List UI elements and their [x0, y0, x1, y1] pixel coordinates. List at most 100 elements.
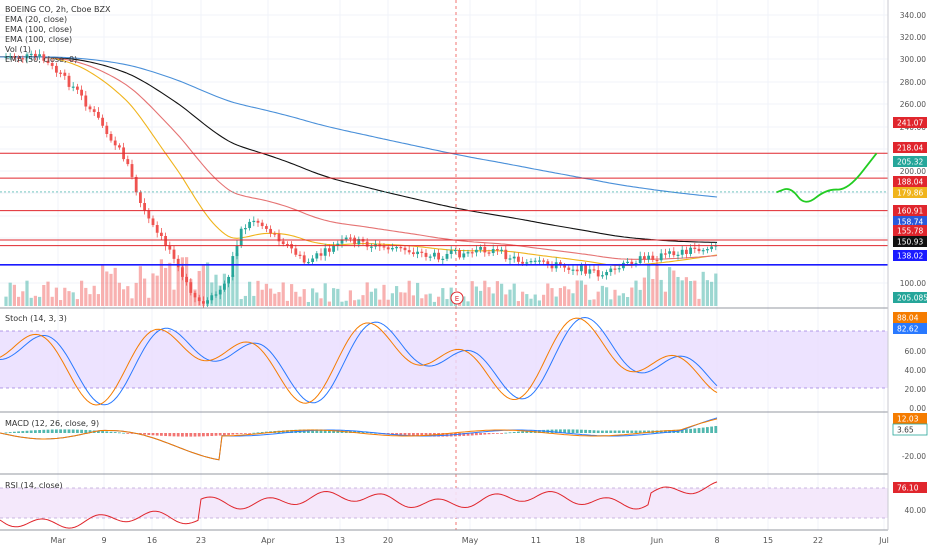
volume-bar [626, 296, 630, 306]
time-axis-tick: 23 [196, 536, 206, 545]
candle-body [693, 247, 697, 249]
macd-histogram-bar [689, 428, 692, 433]
projection-path[interactable] [776, 152, 878, 203]
candle-body [613, 268, 617, 270]
macd-title[interactable]: MACD (12, 26, close, 9) [5, 419, 100, 428]
macd-histogram-bar [311, 429, 314, 433]
macd-histogram-bar [223, 433, 226, 436]
indicator-badge-label: 12.03 [897, 415, 919, 424]
macd-histogram-bar [659, 430, 663, 433]
macd-histogram-bar [50, 429, 54, 433]
rsi-axis-tick: 40.00 [905, 506, 927, 515]
candle-body [567, 267, 571, 270]
macd-histogram-bar [286, 430, 289, 433]
candle-body [605, 272, 608, 276]
macd-histogram-bar [181, 433, 184, 437]
candle-body [680, 249, 684, 255]
macd-histogram-bar [491, 433, 495, 434]
volume-bar [164, 267, 168, 306]
candle-body [231, 256, 235, 277]
macd-histogram-bar [189, 433, 193, 437]
candle-body [176, 258, 180, 268]
price-badge-label: 205.085K [897, 294, 932, 303]
volume-bar [88, 294, 92, 306]
candle-body [466, 252, 470, 254]
volume-bar [596, 291, 600, 306]
volume-bar [159, 259, 163, 306]
candle-body [151, 218, 155, 226]
macd-signal-line [0, 418, 718, 461]
volume-bar [663, 291, 667, 306]
candle-body [508, 258, 512, 260]
volume-bar [101, 264, 105, 306]
macd-histogram-bar [685, 429, 688, 433]
macd-histogram-bar [244, 433, 247, 434]
price-axis[interactable]: 340.00320.00300.00280.00260.00240.00220.… [887, 0, 927, 530]
legend-ema-50[interactable]: EMA (50, close, 0) [5, 55, 78, 64]
chart-legend: BOEING CO, 2h, Cboe BZX EMA (20, close) … [5, 5, 110, 65]
candle-body [420, 251, 424, 253]
volume-bar [319, 298, 323, 306]
horizontal-levels[interactable] [0, 152, 888, 266]
stoch-d-line [0, 317, 718, 406]
stoch-title[interactable]: Stoch (14, 3, 3) [5, 314, 67, 323]
candle-body [269, 228, 272, 234]
macd-histogram-bar [88, 430, 92, 433]
legend-symbol[interactable]: BOEING CO, 2h, Cboe BZX [5, 5, 111, 14]
candle-body [134, 176, 138, 193]
macd-histogram-bar [109, 431, 113, 433]
time-axis-tick: Jun [650, 536, 664, 545]
candle-body [113, 140, 117, 146]
macd-histogram-bar [638, 430, 642, 433]
macd-histogram-bar [626, 430, 629, 433]
volume-bar [248, 281, 252, 306]
candle-body [50, 62, 54, 66]
macd-histogram-bar [701, 427, 705, 433]
indicator-badge [892, 423, 928, 436]
candle-body [277, 233, 281, 242]
volume-bar [403, 292, 407, 306]
rsi-title[interactable]: RSI (14, close) [5, 481, 63, 490]
candle-body [302, 255, 306, 263]
stoch-axis-tick: 20.00 [905, 385, 927, 394]
legend-ema-100-b[interactable]: EMA (100, close) [5, 35, 73, 44]
time-axis-tick: 13 [335, 536, 345, 545]
price-badge [893, 250, 927, 261]
macd-histogram-bar [664, 430, 667, 433]
macd-histogram-bar [386, 433, 390, 434]
earnings-marker[interactable]: E [450, 291, 464, 305]
macd-histogram-bar [227, 433, 230, 435]
legend-ema-100-a[interactable]: EMA (100, close) [5, 25, 73, 34]
macd-histogram-bar [323, 429, 327, 433]
macd-histogram-bar [601, 430, 604, 433]
candle-body [626, 261, 629, 263]
macd-histogram-bar [571, 429, 575, 433]
macd-histogram-bar [361, 431, 365, 433]
macd-histogram-bar [17, 431, 20, 433]
time-axis-tick: 9 [101, 536, 106, 545]
candle-body [273, 233, 277, 235]
volume-bar [67, 291, 71, 306]
macd-histogram-bar [46, 429, 50, 433]
time-axis-tick: 22 [813, 536, 823, 545]
legend-volume[interactable]: Vol (1) [5, 45, 31, 54]
volume-bar [693, 280, 697, 306]
candle-body [248, 221, 251, 229]
stoch-axis-tick: 0.00 [909, 404, 926, 413]
candle-body [260, 222, 264, 227]
pane-backgrounds [0, 307, 888, 531]
volume-bar [126, 286, 130, 306]
indicator-badge-label: 82.62 [897, 325, 919, 334]
macd-histogram-bar [357, 431, 361, 433]
indicator-badge [893, 323, 927, 334]
time-axis[interactable]: Mar 9 16 23 Apr 13 20 May 11 18 Jun 8 15 22 Jul [50, 536, 888, 545]
volume-bar [357, 299, 361, 306]
macd-histogram-bar [680, 429, 684, 433]
volume-bar [647, 265, 651, 306]
volume-bar [386, 299, 390, 306]
candle-body [38, 54, 41, 57]
candle-body [13, 56, 16, 58]
macd-histogram-bar [559, 429, 562, 433]
legend-ema-20[interactable]: EMA (20, close) [5, 15, 68, 24]
